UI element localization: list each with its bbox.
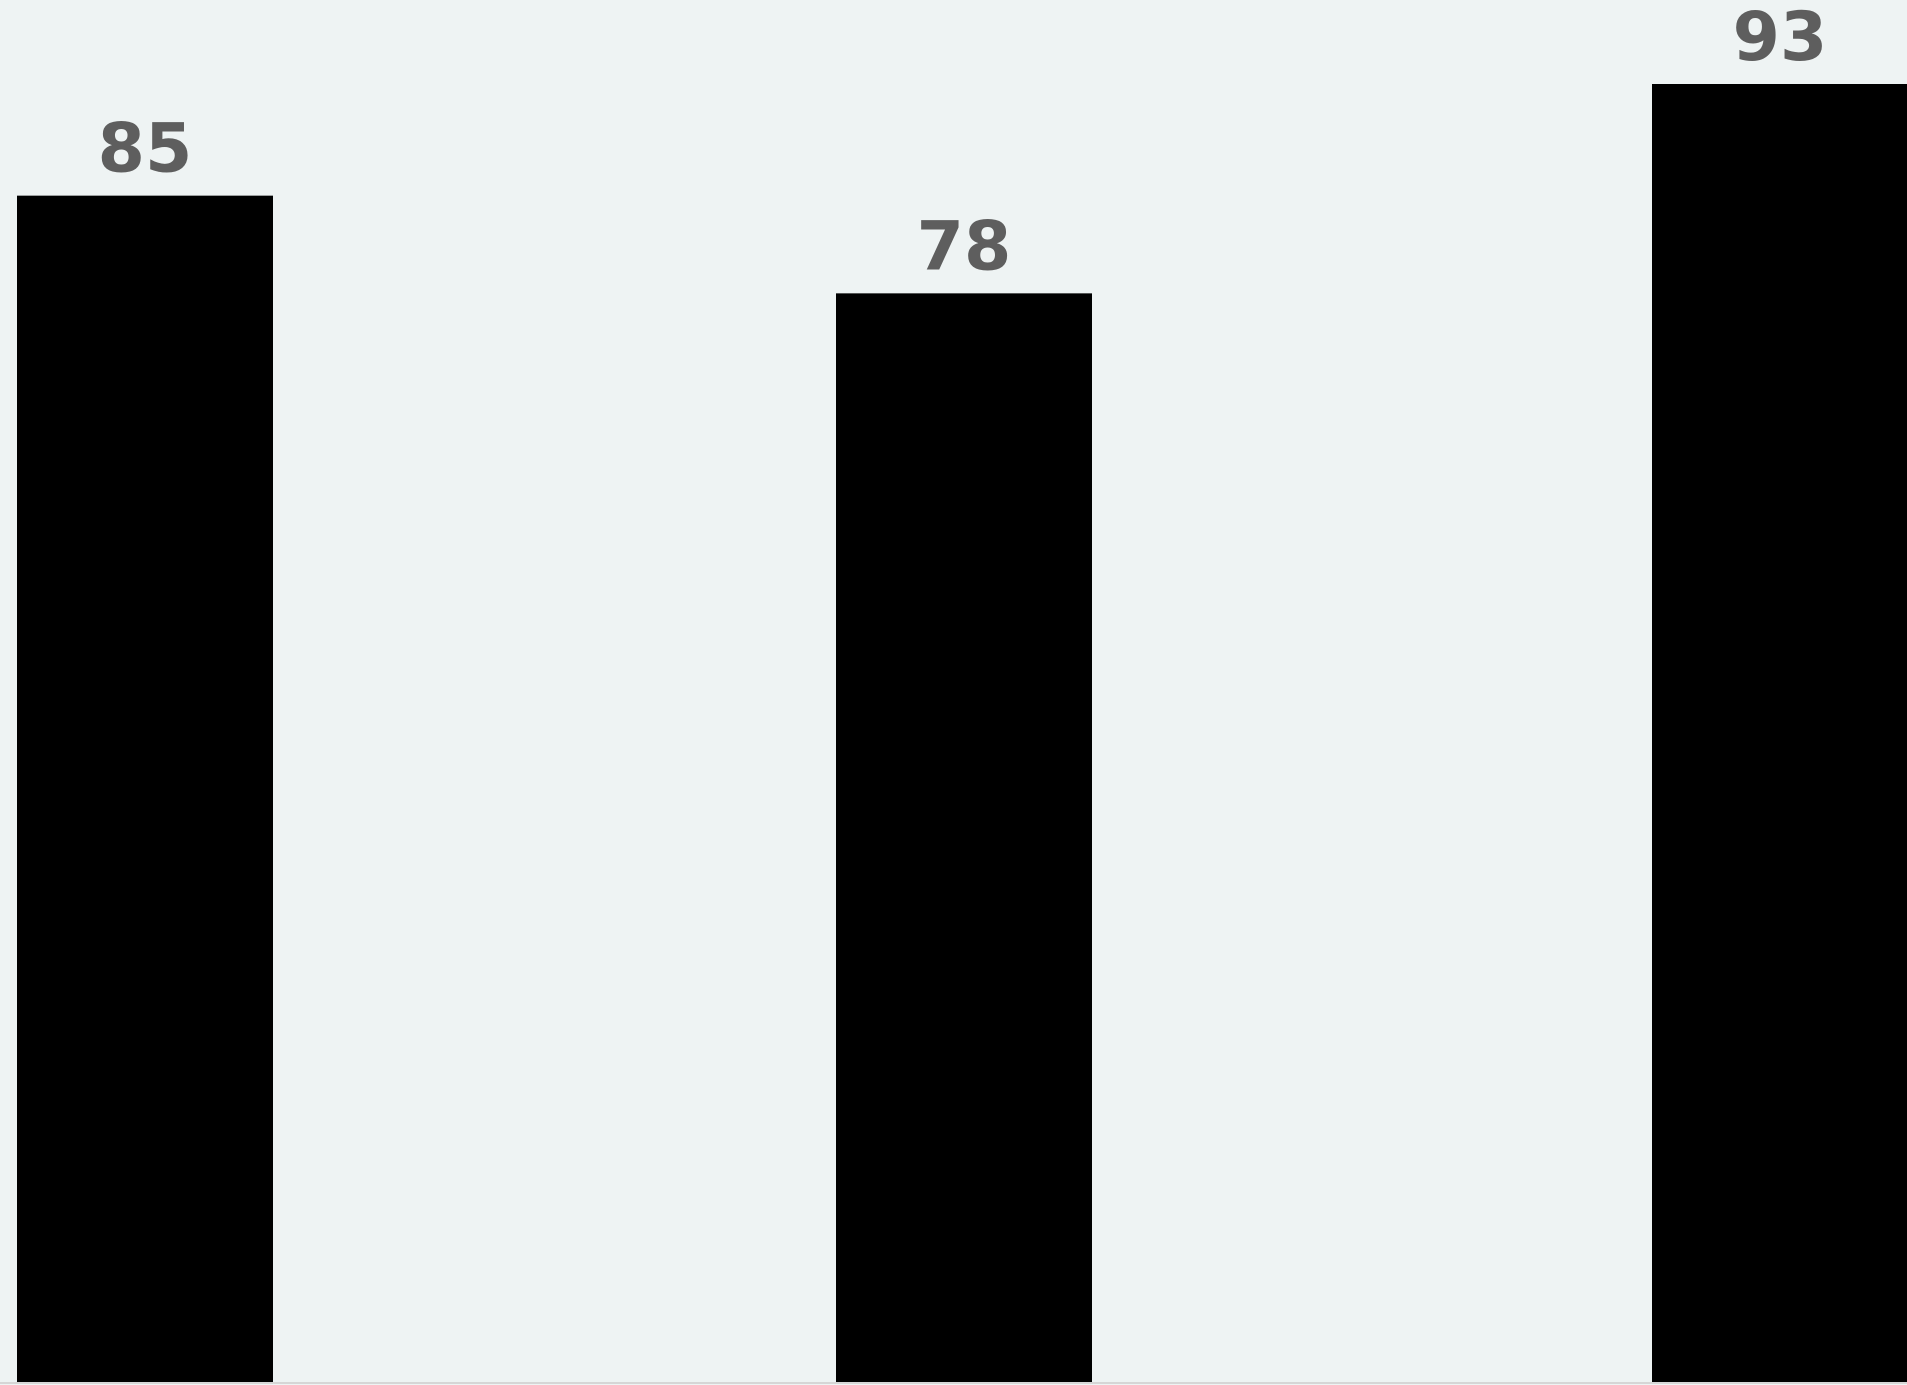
bar-value-label-3: 93	[1733, 0, 1828, 77]
bars-layer	[17, 84, 1907, 1383]
bar-value-label-2: 78	[917, 207, 1012, 286]
labels-layer: 85 78 93	[98, 0, 1828, 286]
bar-2	[836, 293, 1092, 1382]
bar-1	[17, 195, 273, 1383]
bar-3	[1652, 84, 1907, 1382]
bar-value-label-1: 85	[98, 110, 193, 189]
